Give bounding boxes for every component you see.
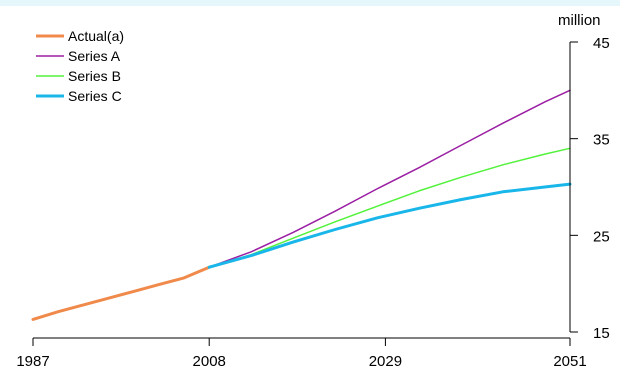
x-tick-label: 2029 xyxy=(369,353,402,370)
legend-label-1: Actual(a) xyxy=(68,28,124,44)
legend-label-3: Series B xyxy=(68,68,121,84)
y-axis-ticks: 45 35 25 15 xyxy=(570,35,610,342)
legend: Actual(a) Series A Series B Series C xyxy=(36,28,124,104)
top-band xyxy=(0,0,620,6)
y-tick-label: 45 xyxy=(593,35,610,52)
legend-label-2: Series A xyxy=(68,48,121,64)
x-tick-label: 2008 xyxy=(193,353,226,370)
series-line-4 xyxy=(207,182,572,269)
x-axis-ticks: 1987 2008 2029 2051 xyxy=(16,338,587,370)
y-axis-unit-label: million xyxy=(558,12,601,29)
series-layer xyxy=(31,89,572,321)
series-line-1 xyxy=(31,265,211,321)
x-tick-label: 2051 xyxy=(553,353,586,370)
y-tick-label: 15 xyxy=(593,325,610,342)
series-line-2 xyxy=(208,89,571,268)
series-line-3 xyxy=(208,147,571,268)
y-tick-label: 25 xyxy=(593,228,610,245)
x-tick-label: 1987 xyxy=(16,353,49,370)
legend-label-4: Series C xyxy=(68,88,122,104)
y-tick-label: 35 xyxy=(593,132,610,149)
